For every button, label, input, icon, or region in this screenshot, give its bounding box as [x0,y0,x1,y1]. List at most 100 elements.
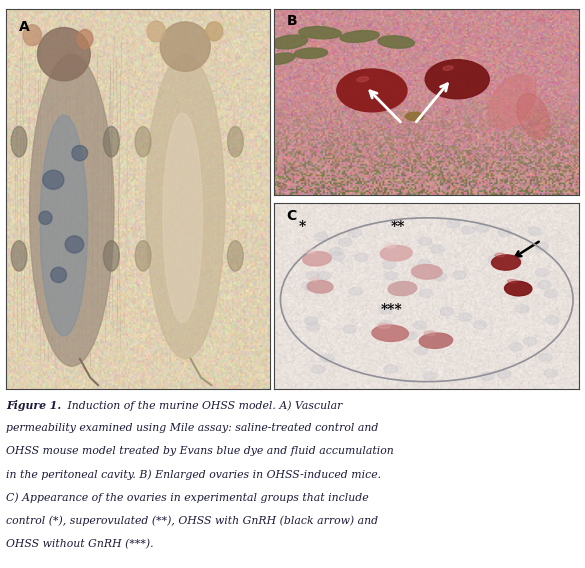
Circle shape [481,372,494,380]
Circle shape [395,285,408,293]
Text: Figure 1.: Figure 1. [6,400,61,411]
Circle shape [432,269,439,274]
Circle shape [318,235,325,239]
Circle shape [488,256,502,264]
Ellipse shape [40,115,88,336]
Circle shape [491,257,499,262]
Ellipse shape [39,211,52,224]
Circle shape [539,353,552,362]
Ellipse shape [307,281,333,293]
Circle shape [421,262,428,266]
Circle shape [332,252,345,261]
Ellipse shape [135,127,151,157]
Text: Induction of the murine OHSS model. A) Vascular: Induction of the murine OHSS model. A) V… [64,400,342,411]
Text: C) Appearance of the ovaries in experimental groups that include: C) Appearance of the ovaries in experime… [6,492,369,503]
Circle shape [500,372,508,377]
Circle shape [418,348,425,353]
Circle shape [348,229,362,237]
Circle shape [387,367,394,371]
Ellipse shape [147,21,166,42]
Circle shape [512,258,519,263]
Ellipse shape [146,54,225,358]
Circle shape [426,374,433,378]
Circle shape [404,332,417,340]
Ellipse shape [443,66,453,70]
Ellipse shape [508,279,517,283]
Ellipse shape [23,24,42,45]
Circle shape [544,369,558,377]
Circle shape [379,320,393,329]
Circle shape [342,240,349,244]
Text: in the peritoneal cavity. B) Enlarged ovaries in OHSS-induced mice.: in the peritoneal cavity. B) Enlarged ov… [6,469,381,480]
Circle shape [541,282,548,287]
Ellipse shape [495,253,505,257]
Circle shape [544,290,558,298]
Ellipse shape [411,265,442,279]
Circle shape [302,282,315,290]
Circle shape [512,345,519,349]
Circle shape [498,228,511,236]
Ellipse shape [266,53,295,65]
Ellipse shape [419,333,453,348]
Circle shape [306,272,319,279]
Circle shape [307,323,320,331]
Ellipse shape [488,74,536,129]
Circle shape [548,291,555,296]
Circle shape [464,228,472,232]
Ellipse shape [378,323,391,328]
Ellipse shape [294,48,328,59]
Ellipse shape [378,36,414,48]
Circle shape [346,327,353,331]
Circle shape [538,244,545,249]
Circle shape [450,222,457,226]
Circle shape [473,321,487,329]
Circle shape [384,365,397,373]
Circle shape [431,245,444,253]
Circle shape [308,319,315,323]
Circle shape [384,272,397,280]
Ellipse shape [104,241,119,271]
Circle shape [398,286,405,291]
Circle shape [535,243,548,250]
Circle shape [531,229,538,233]
Circle shape [339,238,352,247]
Circle shape [497,370,511,378]
Ellipse shape [228,241,243,271]
Circle shape [311,365,325,374]
Circle shape [549,318,556,323]
Circle shape [475,224,488,232]
Text: permeability examined using Mile assay: saline-treated control and: permeability examined using Mile assay: … [6,423,378,433]
Circle shape [462,315,469,319]
Circle shape [324,356,331,360]
Circle shape [436,274,443,279]
Ellipse shape [228,127,243,157]
Circle shape [424,372,437,380]
Ellipse shape [135,241,151,271]
Circle shape [314,367,322,371]
Ellipse shape [491,255,521,270]
Circle shape [379,306,393,314]
Ellipse shape [77,30,93,48]
Circle shape [349,287,363,295]
Ellipse shape [104,127,119,157]
Circle shape [535,269,549,277]
Circle shape [528,227,542,236]
Ellipse shape [11,241,27,271]
Circle shape [425,60,489,99]
Circle shape [387,273,394,278]
Circle shape [335,254,342,258]
Text: A: A [19,20,30,34]
Circle shape [414,346,428,354]
Circle shape [422,291,430,295]
Circle shape [352,289,359,293]
Ellipse shape [271,35,308,49]
Circle shape [501,230,508,235]
Text: ***: *** [381,303,403,318]
Ellipse shape [37,28,90,81]
Circle shape [441,338,448,343]
Circle shape [320,273,328,278]
Circle shape [355,253,368,261]
Ellipse shape [65,236,84,253]
Circle shape [383,261,396,269]
Ellipse shape [72,145,88,161]
